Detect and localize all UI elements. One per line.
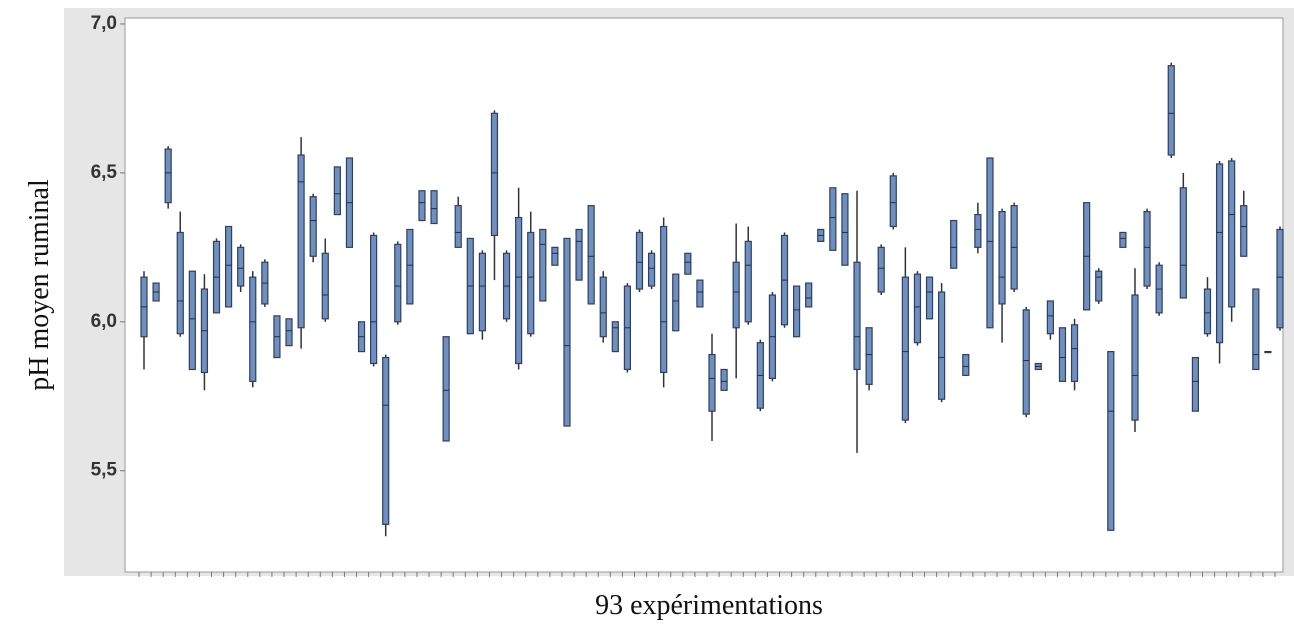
box	[1022, 309, 1030, 415]
box	[877, 246, 885, 293]
box	[962, 353, 970, 377]
box	[539, 228, 547, 302]
y-axis-title: pH moyen ruminal	[24, 179, 55, 391]
box	[913, 273, 922, 344]
x-axis-title: 93 expérimentations	[595, 590, 823, 621]
box	[454, 205, 462, 248]
box	[938, 291, 946, 400]
box	[370, 234, 378, 365]
box	[998, 211, 1006, 305]
box	[430, 190, 438, 225]
box	[647, 252, 656, 287]
box	[1046, 300, 1054, 335]
box	[744, 240, 752, 323]
box	[672, 273, 680, 332]
box	[563, 237, 571, 427]
box	[176, 231, 184, 335]
box	[1167, 65, 1175, 156]
y-tick-label: 6,5	[91, 162, 118, 183]
box	[321, 252, 329, 320]
box	[382, 356, 390, 525]
box	[696, 279, 704, 308]
box	[660, 225, 668, 374]
y-tick-label: 6,0	[91, 311, 117, 332]
box	[1119, 231, 1127, 248]
box	[527, 231, 535, 335]
box	[1058, 327, 1067, 382]
box	[285, 318, 293, 347]
box	[841, 193, 849, 266]
box	[1203, 288, 1212, 335]
box	[720, 368, 728, 391]
box	[889, 175, 897, 228]
box	[442, 336, 450, 442]
box	[829, 187, 837, 251]
box	[587, 205, 595, 305]
box	[1240, 205, 1248, 257]
box	[684, 252, 692, 275]
box	[1179, 187, 1187, 299]
box	[925, 276, 934, 320]
box	[333, 166, 341, 216]
box	[1215, 163, 1224, 344]
box	[249, 276, 257, 382]
box	[635, 231, 644, 290]
box	[708, 353, 716, 412]
box	[406, 228, 414, 305]
box	[515, 216, 523, 365]
box	[950, 219, 958, 269]
box	[901, 276, 909, 421]
box	[865, 327, 873, 385]
box	[599, 276, 607, 338]
box	[732, 261, 740, 329]
box	[974, 213, 982, 248]
box	[164, 148, 172, 204]
box	[1252, 288, 1260, 371]
box	[611, 321, 619, 353]
box	[478, 252, 486, 332]
y-tick-label: 7,0	[91, 13, 117, 34]
box	[1228, 160, 1236, 308]
box	[986, 157, 994, 329]
box	[575, 228, 583, 281]
box	[853, 261, 861, 371]
box	[309, 196, 317, 257]
box	[1143, 211, 1151, 287]
box	[224, 225, 233, 308]
box	[1095, 270, 1103, 302]
box	[1070, 324, 1079, 382]
box	[1191, 356, 1200, 412]
box	[394, 243, 402, 323]
box	[1276, 228, 1284, 329]
box	[297, 154, 305, 329]
box	[490, 112, 499, 237]
box	[1131, 294, 1139, 421]
box	[1107, 350, 1115, 531]
box	[188, 270, 196, 371]
y-tick-label: 5,5	[91, 460, 118, 481]
box	[551, 246, 559, 266]
box	[418, 190, 426, 222]
box	[792, 285, 801, 338]
box	[805, 282, 813, 308]
box	[237, 246, 245, 287]
